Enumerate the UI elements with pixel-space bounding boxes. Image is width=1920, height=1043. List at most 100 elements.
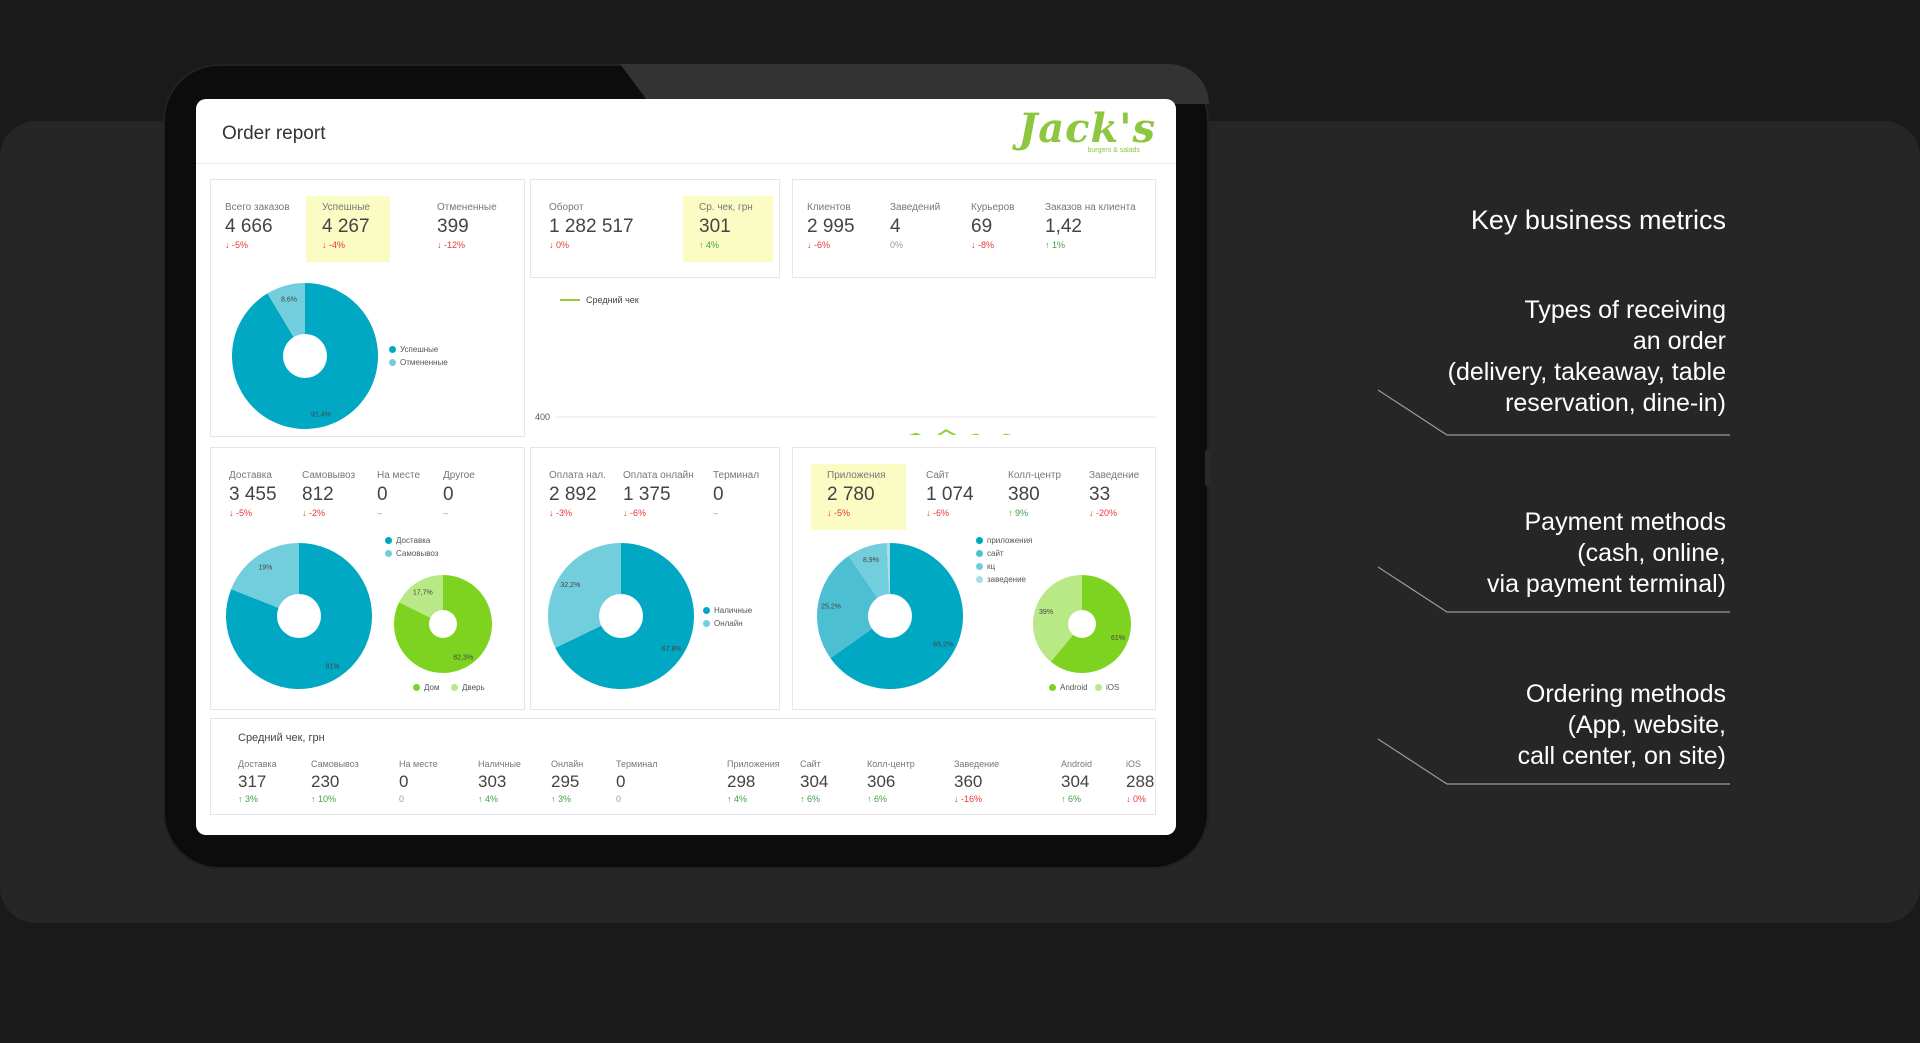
metric-11: iOS 288 ↓ 0%: [1126, 759, 1154, 804]
metric-value: 2 780: [827, 484, 875, 505]
metric-delta: ↓ -5%: [229, 508, 253, 518]
legend-label: заведение: [987, 575, 1027, 584]
y-tick-label: 400: [535, 412, 550, 422]
legend-label: приложения: [987, 536, 1033, 545]
metric-value: 0: [616, 772, 626, 791]
delivery-pie-slice-1: [231, 543, 299, 616]
annotation-1: Payment methods (cash, online, via payment…: [1487, 507, 1726, 600]
os-pie-legend-item: Android: [1049, 683, 1088, 692]
payment-pie-legend-item: Онлайн: [703, 619, 743, 628]
metric-1: Ср. чек, грн 301 ↑ 4%: [683, 196, 773, 262]
metric-label: Заведение: [954, 759, 1000, 769]
metric-1: Оплата онлайн 1 375 ↓ -6%: [623, 470, 694, 518]
metric-delta: ↓ -20%: [1089, 508, 1118, 518]
annotation-line: via payment terminal): [1487, 570, 1726, 598]
delivery-pie-hole: [277, 594, 321, 638]
metric-1: Самовывоз 812 ↓ -2%: [302, 470, 355, 518]
metric-label: Клиентов: [807, 202, 851, 213]
metric-value: 301: [699, 216, 731, 237]
metric-label: Колл-центр: [867, 759, 915, 769]
annotation-pointer: [1377, 738, 1730, 785]
metric-delta: ↑ 9%: [1008, 508, 1029, 518]
metric-label: Терминал: [616, 759, 658, 769]
metric-delta: 0%: [890, 240, 904, 250]
metric-delta: ↑ 4%: [699, 240, 720, 250]
orders-pie-value-label: 8,6%: [281, 296, 297, 303]
avg-check-line-chart: 02004001 мая4 мая7 мая10 мая13 мая16 мая…: [535, 295, 1156, 435]
channels-pie-value-label: 8,9%: [863, 557, 879, 564]
annotation-pointer-line: [1377, 566, 1730, 613]
metric-label: Оплата нал.: [549, 470, 606, 481]
metric-delta: –: [443, 508, 449, 518]
door-pie-hole: [429, 610, 457, 638]
metric-label: Доставка: [229, 470, 272, 481]
metric-value: 0: [377, 484, 388, 505]
annotation-line: (App, website,: [1567, 711, 1726, 739]
metric-label: Терминал: [713, 470, 760, 481]
legend-dot: [1095, 684, 1102, 692]
delivery-pie-value-label: 19%: [258, 564, 272, 571]
metric-delta: ↓ -6%: [623, 508, 647, 518]
metric-value: 360: [954, 772, 983, 791]
metric-value: 306: [867, 772, 896, 791]
tablet-reflection: [620, 64, 1209, 104]
orders-pie-chart: 91,4% 8,6%: [232, 283, 379, 429]
metric-delta: ↓ -3%: [549, 508, 573, 518]
brand-logo: Jack's burgers & salads: [1018, 105, 1156, 154]
metric-value: 2 892: [549, 484, 597, 505]
metric-3: Заказов на клиента 1,42 ↑ 1%: [1045, 202, 1136, 250]
avg-check-series-line: [675, 429, 1012, 435]
door-pie-slice-1: [399, 575, 443, 624]
metric-label: Заказов на клиента: [1045, 202, 1136, 213]
payment-pie-value-label: 67,8%: [662, 646, 682, 653]
metric-2: На месте 0 0: [399, 759, 438, 804]
door-pie-legend-item: Дом: [413, 683, 439, 692]
annotation-pointer: [1377, 389, 1730, 436]
metric-label: На месте: [377, 470, 421, 481]
metric-delta: ↓ -6%: [807, 240, 831, 250]
metric-value: 3 455: [229, 484, 277, 505]
metric-delta: –: [713, 508, 719, 518]
legend-dot: [385, 537, 392, 545]
metric-value: 303: [478, 772, 507, 791]
legend-label: сайт: [987, 549, 1004, 558]
metric-value: 812: [302, 484, 334, 505]
metric-label: Самовывоз: [311, 759, 359, 769]
orders-pie-legend-item: Отмененные: [389, 358, 448, 367]
metric-label: Приложения: [827, 470, 886, 481]
metric-2: На месте 0 –: [377, 470, 420, 518]
metric-value: 399: [437, 216, 469, 237]
metric-label: Сайт: [926, 470, 950, 481]
metric-label: Другое: [443, 470, 475, 481]
channels-pie-legend-item: приложения: [976, 536, 1032, 545]
metric-value: 4 267: [322, 216, 370, 237]
metric-delta: ↓ -5%: [225, 240, 249, 250]
metric-delta: ↓ 0%: [549, 240, 570, 250]
os-pie-slice-1: [1033, 575, 1082, 662]
legend-label: Отмененные: [400, 358, 448, 367]
metric-2: Отмененные 399 ↓ -12%: [437, 202, 497, 250]
annotation-line: reservation, dine-in): [1505, 389, 1726, 417]
legend-label: Самовывоз: [396, 549, 439, 558]
metric-1: Сайт 1 074 ↓ -6%: [926, 470, 974, 518]
payment-pie-value-label: 32,2%: [560, 582, 580, 589]
door-pie-legend-item: Дверь: [451, 683, 485, 692]
metric-0: Доставка 3 455 ↓ -5%: [229, 470, 277, 518]
metric-value: 4: [890, 216, 901, 237]
metric-delta: ↓ -8%: [971, 240, 995, 250]
metric-delta: ↑ 4%: [478, 794, 499, 804]
metric-value: 295: [551, 772, 580, 791]
avg-check-card: Средний чек, грн Доставка 317 ↑ 3% Самовыво…: [210, 718, 1156, 815]
metric-6: Приложения 298 ↑ 4%: [727, 759, 780, 804]
annotation-2: Ordering methods (App, website, call cente…: [1518, 679, 1726, 772]
metric-label: Заведений: [890, 202, 941, 213]
legend-dot: [976, 563, 983, 571]
metric-label: Приложения: [727, 759, 780, 769]
metric-value: 304: [1061, 772, 1090, 791]
annotation-pointer: [1377, 566, 1730, 613]
payment-card: Оплата нал. 2 892 ↓ -3% Оплата онлайн 1 375 ↓…: [530, 447, 780, 710]
annotation-line: Ordering methods: [1525, 680, 1726, 708]
metric-value: 380: [1008, 484, 1040, 505]
orders-pie-hole: [283, 334, 327, 378]
metric-delta: ↑ 3%: [551, 794, 572, 804]
